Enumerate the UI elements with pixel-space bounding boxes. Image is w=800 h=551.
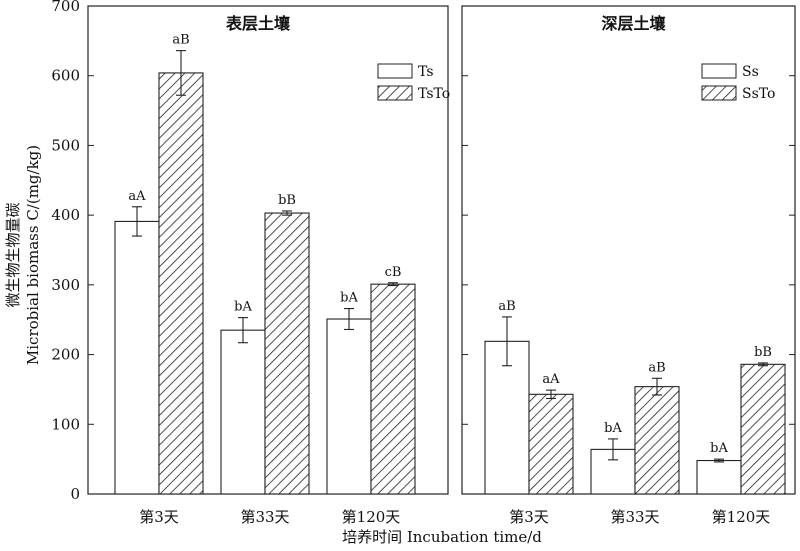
x-axis-label: 培养时间 Incubation time/d: [342, 528, 542, 546]
y-tick-label: 0: [70, 485, 80, 503]
legend-swatch-ssto: [701, 85, 737, 101]
x-tick-label: 第120天: [712, 508, 771, 526]
significance-label: bB: [754, 345, 772, 360]
bar-ssto-1: [528, 393, 574, 495]
significance-label: cB: [385, 265, 402, 280]
x-tick-label: 第3天: [509, 508, 549, 526]
bar-tsto-2: [264, 212, 310, 495]
significance-label: bA: [340, 291, 358, 306]
y-tick-label: 500: [51, 136, 80, 154]
significance-label: aB: [498, 299, 515, 314]
y-axis-label-english: Microbial biomass C/(mg/kg): [24, 145, 42, 365]
bar-ss-1: [484, 340, 530, 495]
panel-title: 表层土壤: [225, 14, 291, 33]
significance-label: aB: [172, 33, 189, 48]
y-tick-label: 600: [51, 67, 80, 85]
significance-label: bB: [278, 193, 296, 208]
bar-tsto-1: [158, 72, 204, 495]
panel-2: 深层土壤 aB aA 第3天 bA aB 第33天 bA bB 第120天 Ss SsTo: [461, 5, 796, 526]
legend-swatch-ts: [377, 63, 413, 79]
legend-label-ss: Ss: [742, 64, 759, 80]
bar-ts-1: [114, 220, 160, 495]
bar-ts-2: [220, 329, 266, 495]
bar-ssto-2: [634, 386, 680, 495]
significance-label: bA: [234, 300, 252, 315]
y-tick-label: 300: [51, 276, 80, 294]
legend-label-ts: Ts: [418, 64, 434, 80]
x-tick-label: 第3天: [139, 508, 179, 526]
y-axis-label-chinese: 微生物生物量碳: [4, 202, 22, 307]
y-tick-label: 400: [51, 206, 80, 224]
panel-1: 0 100 200 300 400 500 600 700 表层土壤 aA aB 第3天 bA bB 第33…: [51, 0, 450, 526]
significance-label: aA: [128, 189, 146, 204]
y-tick-label: 700: [51, 0, 80, 15]
significance-label: aA: [542, 372, 560, 387]
legend-label-ssto: SsTo: [742, 86, 775, 102]
legend-label-tsto: TsTo: [418, 86, 450, 102]
bar-ssto-3: [740, 363, 786, 495]
panel-title: 深层土壤: [601, 14, 666, 33]
significance-label: bA: [604, 421, 622, 436]
legend-swatch-ss: [701, 63, 737, 79]
bar-ss-3: [696, 459, 742, 495]
significance-label: aB: [648, 360, 665, 375]
y-tick-label: 200: [51, 346, 80, 364]
bar-ts-3: [326, 318, 372, 495]
y-tick-label: 100: [51, 415, 80, 433]
x-tick-label: 第120天: [342, 508, 401, 526]
legend-swatch-tsto: [377, 85, 413, 101]
bar-tsto-3: [370, 283, 416, 495]
significance-label: bA: [710, 441, 728, 456]
x-tick-label: 第33天: [610, 508, 659, 526]
x-tick-label: 第33天: [240, 508, 289, 526]
